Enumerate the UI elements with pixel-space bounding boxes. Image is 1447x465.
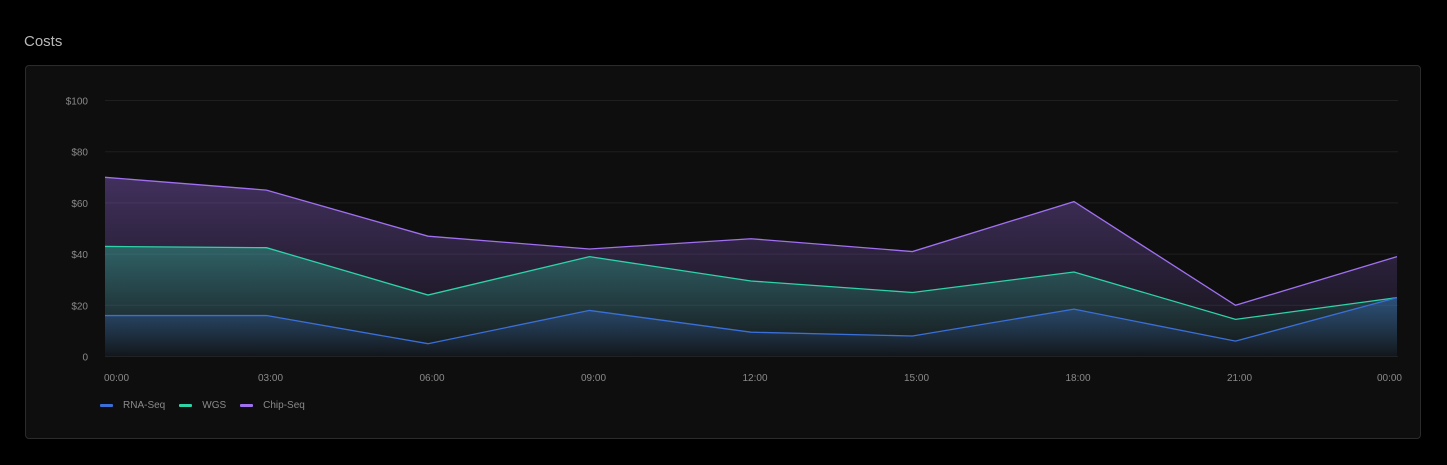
y-tick-label: $100 [66, 97, 89, 108]
legend-swatch [240, 404, 254, 407]
x-tick-label: 09:00 [581, 373, 606, 384]
x-tick-label: 12:00 [742, 373, 767, 384]
legend: RNA-Seq WGS Chip-Seq [100, 400, 319, 411]
area-rna-seq [105, 297, 1397, 357]
legend-label: Chip-Seq [263, 400, 305, 411]
x-tick-label: 06:00 [419, 373, 444, 384]
legend-swatch [179, 404, 193, 407]
x-tick-label: 15:00 [904, 373, 929, 384]
y-tick-label: $20 [71, 301, 88, 312]
legend-item-rna-seq[interactable]: RNA-Seq [100, 400, 165, 411]
x-tick-label: 00:00 [1377, 373, 1402, 384]
x-tick-label: 21:00 [1227, 373, 1252, 384]
y-tick-label: 0 [82, 353, 88, 364]
y-tick-label: $80 [71, 148, 88, 159]
x-tick-label: 18:00 [1065, 373, 1090, 384]
y-tick-label: $60 [71, 199, 88, 210]
x-tick-label: 03:00 [258, 373, 283, 384]
legend-label: RNA-Seq [123, 400, 166, 411]
y-tick-label: $40 [71, 250, 88, 261]
legend-item-chip-seq[interactable]: Chip-Seq [240, 400, 305, 411]
chart-title: Costs [24, 33, 63, 50]
legend-item-wgs[interactable]: WGS [179, 400, 226, 411]
legend-swatch [100, 404, 113, 407]
legend-label: WGS [202, 400, 227, 411]
x-tick-label: 00:00 [104, 373, 129, 384]
